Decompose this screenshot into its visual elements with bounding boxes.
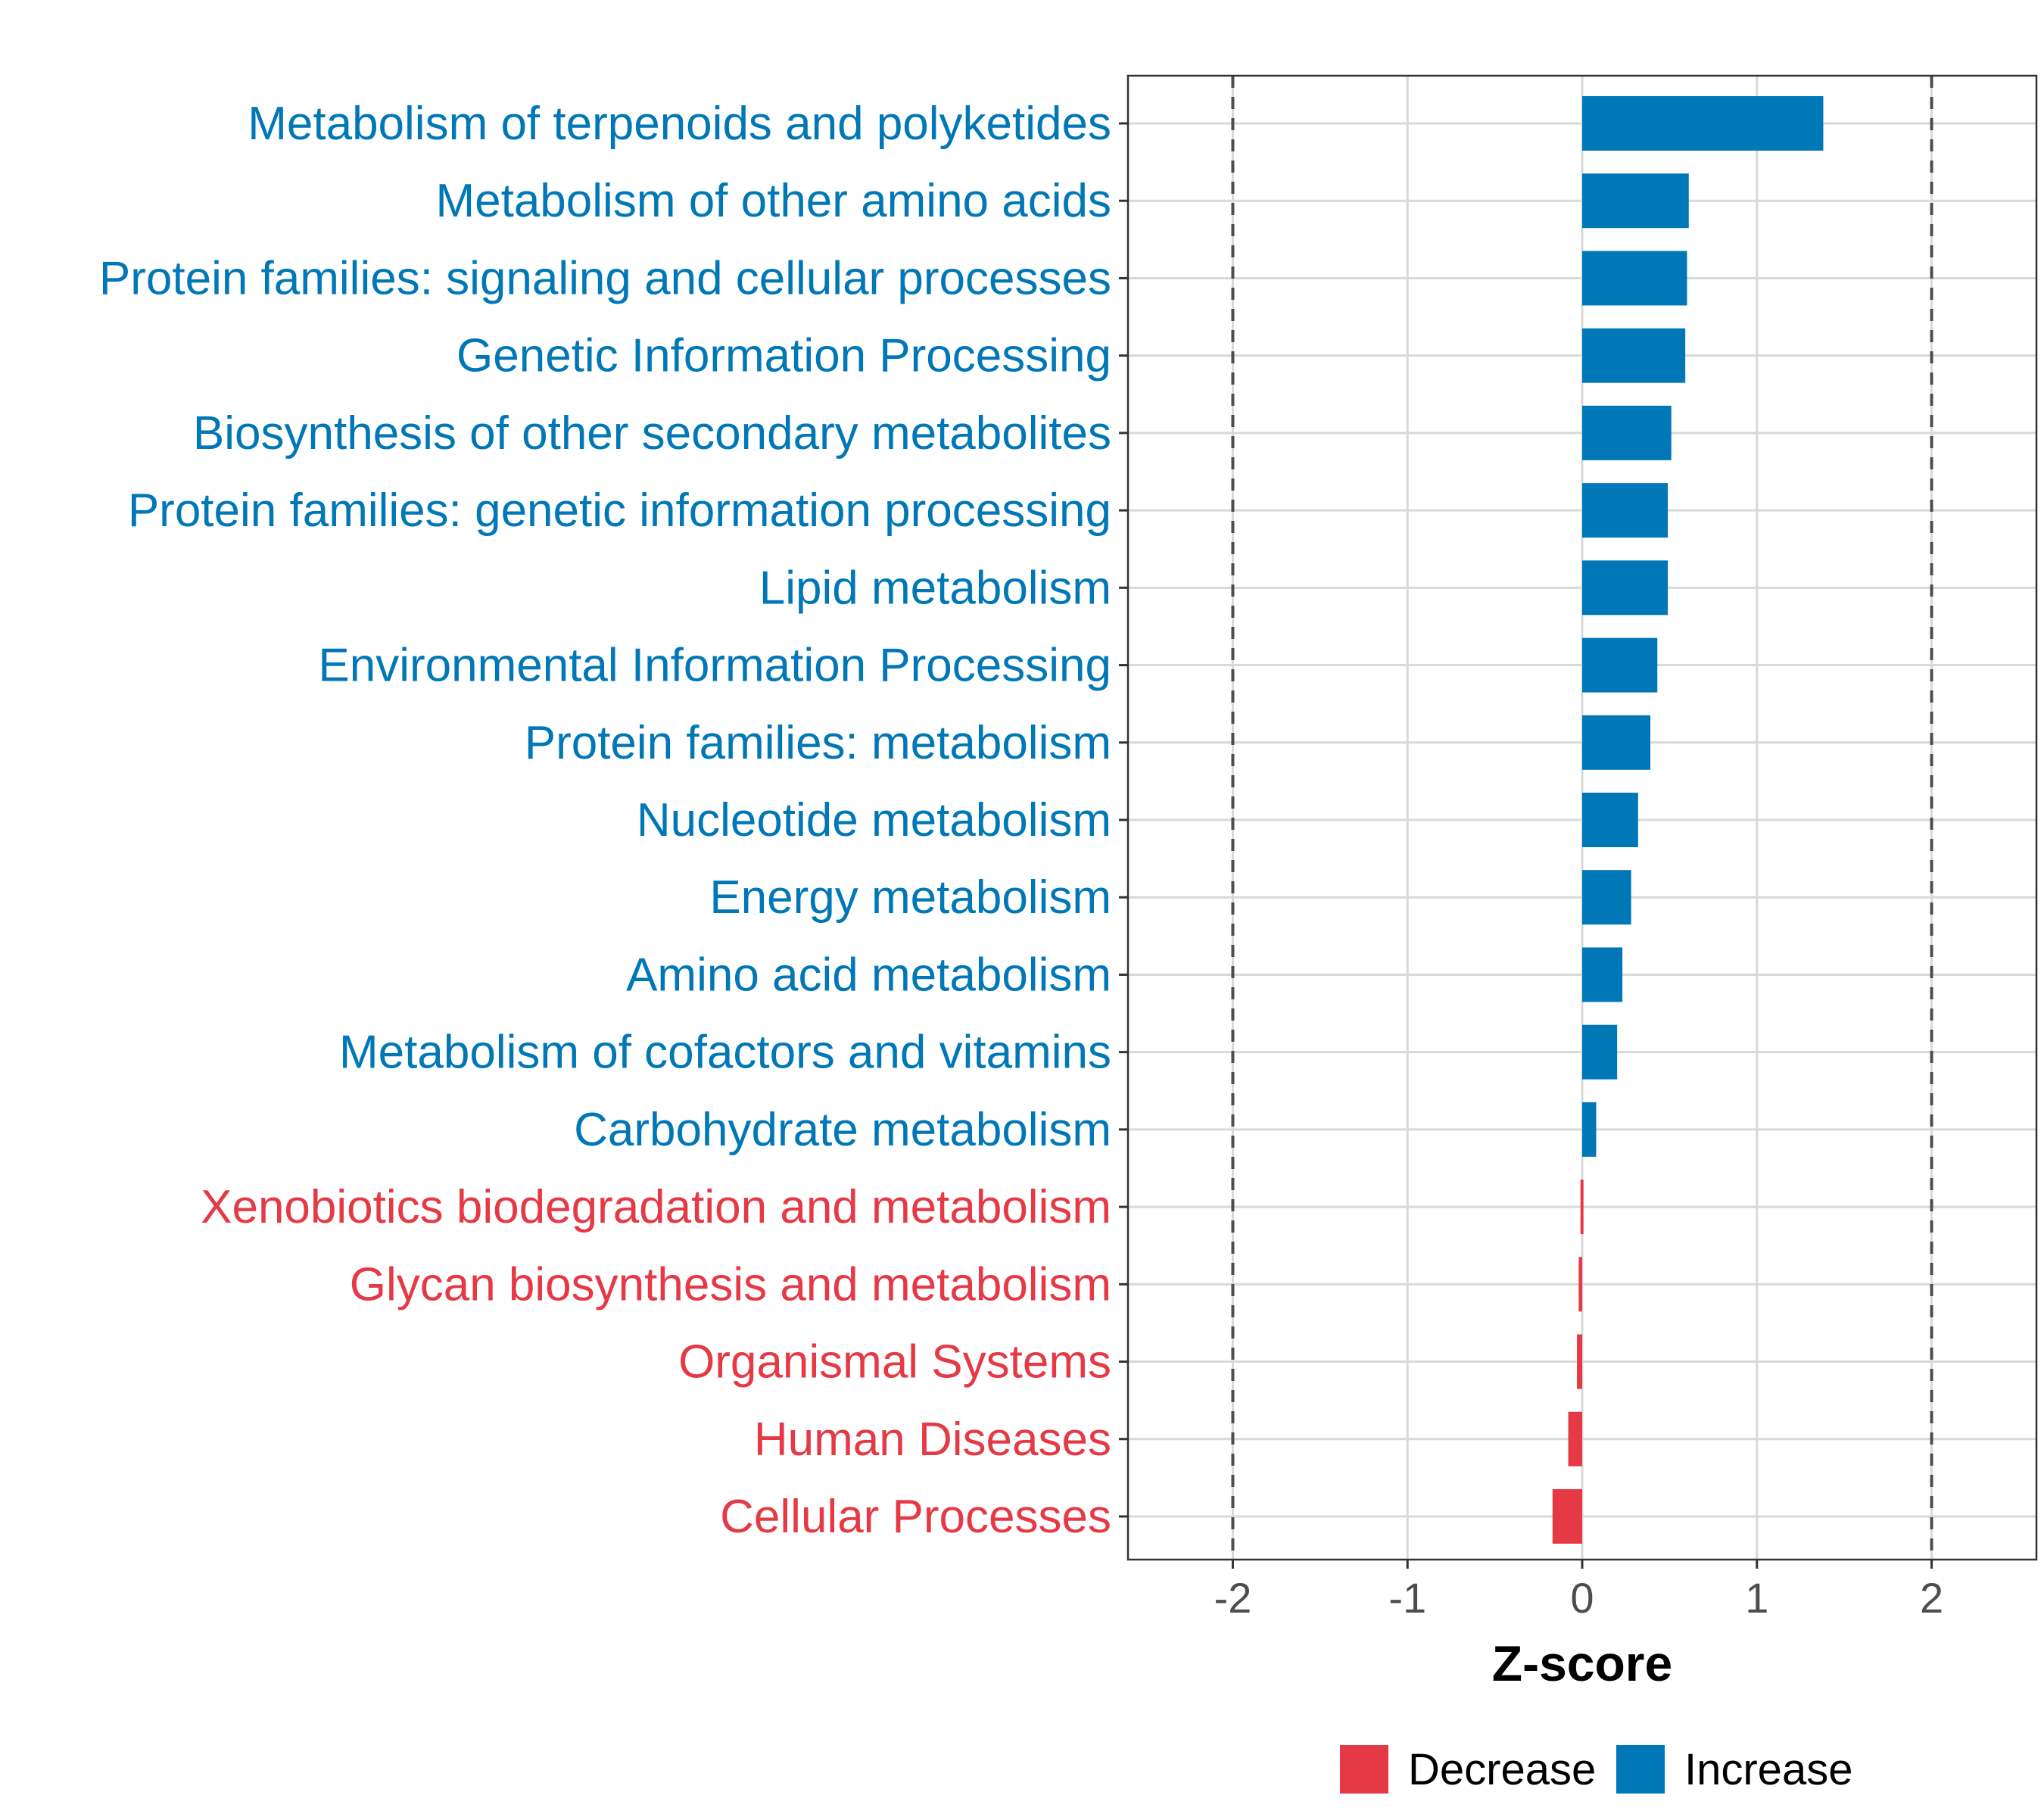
bar-18[interactable] (1568, 1411, 1582, 1466)
bar-5[interactable] (1582, 405, 1672, 460)
x-tick-label: -2 (1214, 1574, 1252, 1622)
x-tick-label: 1 (1745, 1574, 1768, 1622)
x-tick-label: 2 (1920, 1574, 1943, 1622)
bar-3[interactable] (1582, 251, 1687, 306)
bar-15[interactable] (1580, 1180, 1584, 1235)
category-label: Protein families: signaling and cellular… (99, 252, 1111, 304)
category-label: Genetic Information Processing (456, 330, 1111, 382)
bar-4[interactable] (1582, 328, 1686, 383)
bar-1[interactable] (1582, 96, 1824, 151)
bar-8[interactable] (1582, 637, 1658, 693)
bar-6[interactable] (1582, 483, 1669, 538)
category-label: Nucleotide metabolism (637, 794, 1111, 846)
category-label: Carbohydrate metabolism (574, 1104, 1111, 1156)
x-tick-label: -1 (1388, 1574, 1426, 1622)
legend-key-increase (1616, 1745, 1665, 1794)
category-label: Energy metabolism (709, 871, 1111, 924)
bar-14[interactable] (1582, 1102, 1597, 1157)
category-label: Organismal Systems (678, 1336, 1111, 1388)
category-label: Xenobiotics biodegradation and metabolis… (201, 1181, 1111, 1233)
bar-2[interactable] (1582, 173, 1689, 229)
category-label: Human Diseases (754, 1413, 1111, 1466)
category-label: Cellular Processes (720, 1491, 1111, 1543)
x-tick-label: 0 (1570, 1574, 1594, 1622)
category-label: Protein families: genetic information pr… (128, 485, 1111, 537)
category-label: Biosynthesis of other secondary metaboli… (193, 407, 1111, 460)
bar-16[interactable] (1578, 1257, 1582, 1312)
bar-17[interactable] (1577, 1334, 1582, 1389)
category-label: Metabolism of terpenoids and polyketides (248, 98, 1111, 150)
category-label: Lipid metabolism (759, 562, 1111, 614)
category-label: Metabolism of cofactors and vitamins (339, 1027, 1111, 1079)
bar-9[interactable] (1582, 715, 1650, 770)
bar-12[interactable] (1582, 947, 1623, 1002)
legend-label: Increase (1684, 1745, 1852, 1794)
legend-key-decrease (1340, 1745, 1388, 1794)
legend-label: Decrease (1408, 1745, 1596, 1794)
category-label: Glycan biosynthesis and metabolism (350, 1258, 1111, 1311)
bar-7[interactable] (1582, 560, 1669, 616)
category-label: Metabolism of other amino acids (435, 175, 1111, 227)
bar-13[interactable] (1582, 1024, 1618, 1080)
bar-19[interactable] (1552, 1489, 1582, 1544)
category-label: Amino acid metabolism (626, 949, 1111, 1001)
category-label: Environmental Information Processing (318, 640, 1111, 692)
bar-11[interactable] (1582, 870, 1631, 925)
category-label: Protein families: metabolism (525, 717, 1111, 769)
x-axis-title: Z-score (1492, 1635, 1672, 1691)
bar-10[interactable] (1582, 793, 1638, 847)
